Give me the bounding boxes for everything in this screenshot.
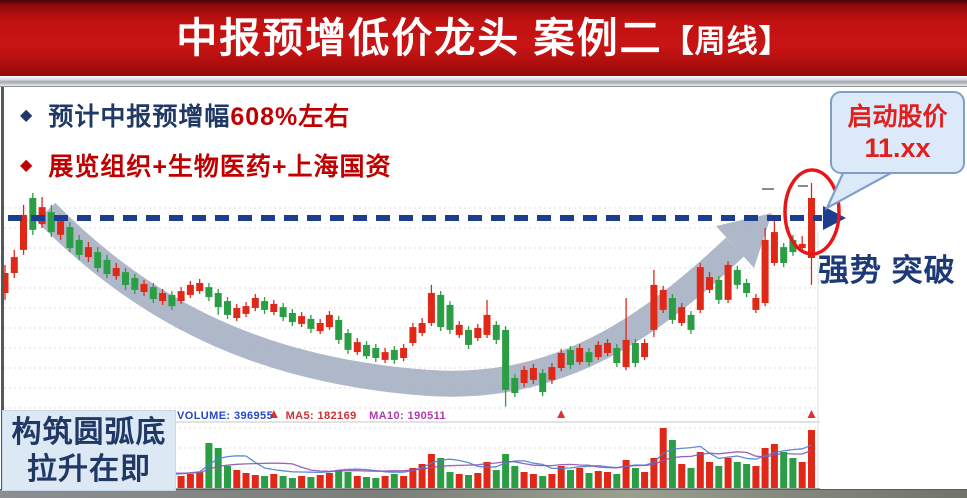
diamond-bullet-icon: ◆ [20, 157, 33, 174]
chart-left-border [1, 86, 4, 489]
bullet-forecast-text: 预计中报预增幅 [48, 103, 231, 131]
pattern-note-line1: 构筑圆弧底 [11, 415, 167, 449]
bullet-concepts-text: 展览组织+生物医药+上海国资 [48, 153, 392, 181]
ma5-value: MA5: 182169 [285, 410, 357, 422]
price-callout-bubble: 启动股价 11.xx [830, 91, 965, 174]
ma10-value: MA10: 190511 [369, 410, 447, 422]
bullet-concepts: ◆ 展览组织+生物医药+上海国资 [20, 147, 392, 183]
volume-indicator-header: VOLUME: 396955 MA5: 182169 MA10: 190511 [177, 410, 455, 422]
bullet-forecast-highlight: 608%左右 [230, 103, 351, 131]
title-banner: 中报预增低价龙头 案例二【周线】 [0, 0, 967, 76]
page-title: 中报预增低价龙头 案例二 [176, 15, 663, 61]
bullet-forecast: ◆ 预计中报预增幅 608%左右 [20, 97, 350, 133]
volume-value: VOLUME: 396955 [177, 410, 274, 422]
callout-line1: 启动股价 [847, 102, 948, 131]
window-bottom-edge [0, 489, 967, 498]
breakout-label: 强势 突破 [818, 253, 956, 288]
callout-price: 11.xx [864, 132, 931, 163]
page-title-suffix: 【周线】 [662, 24, 791, 59]
pattern-note-box: 构筑圆弧底 拉升在即 [2, 410, 176, 491]
diamond-bullet-icon: ◆ [20, 107, 33, 124]
window-chrome-strip [0, 76, 967, 87]
pattern-note-line2: 拉升在即 [27, 452, 151, 486]
